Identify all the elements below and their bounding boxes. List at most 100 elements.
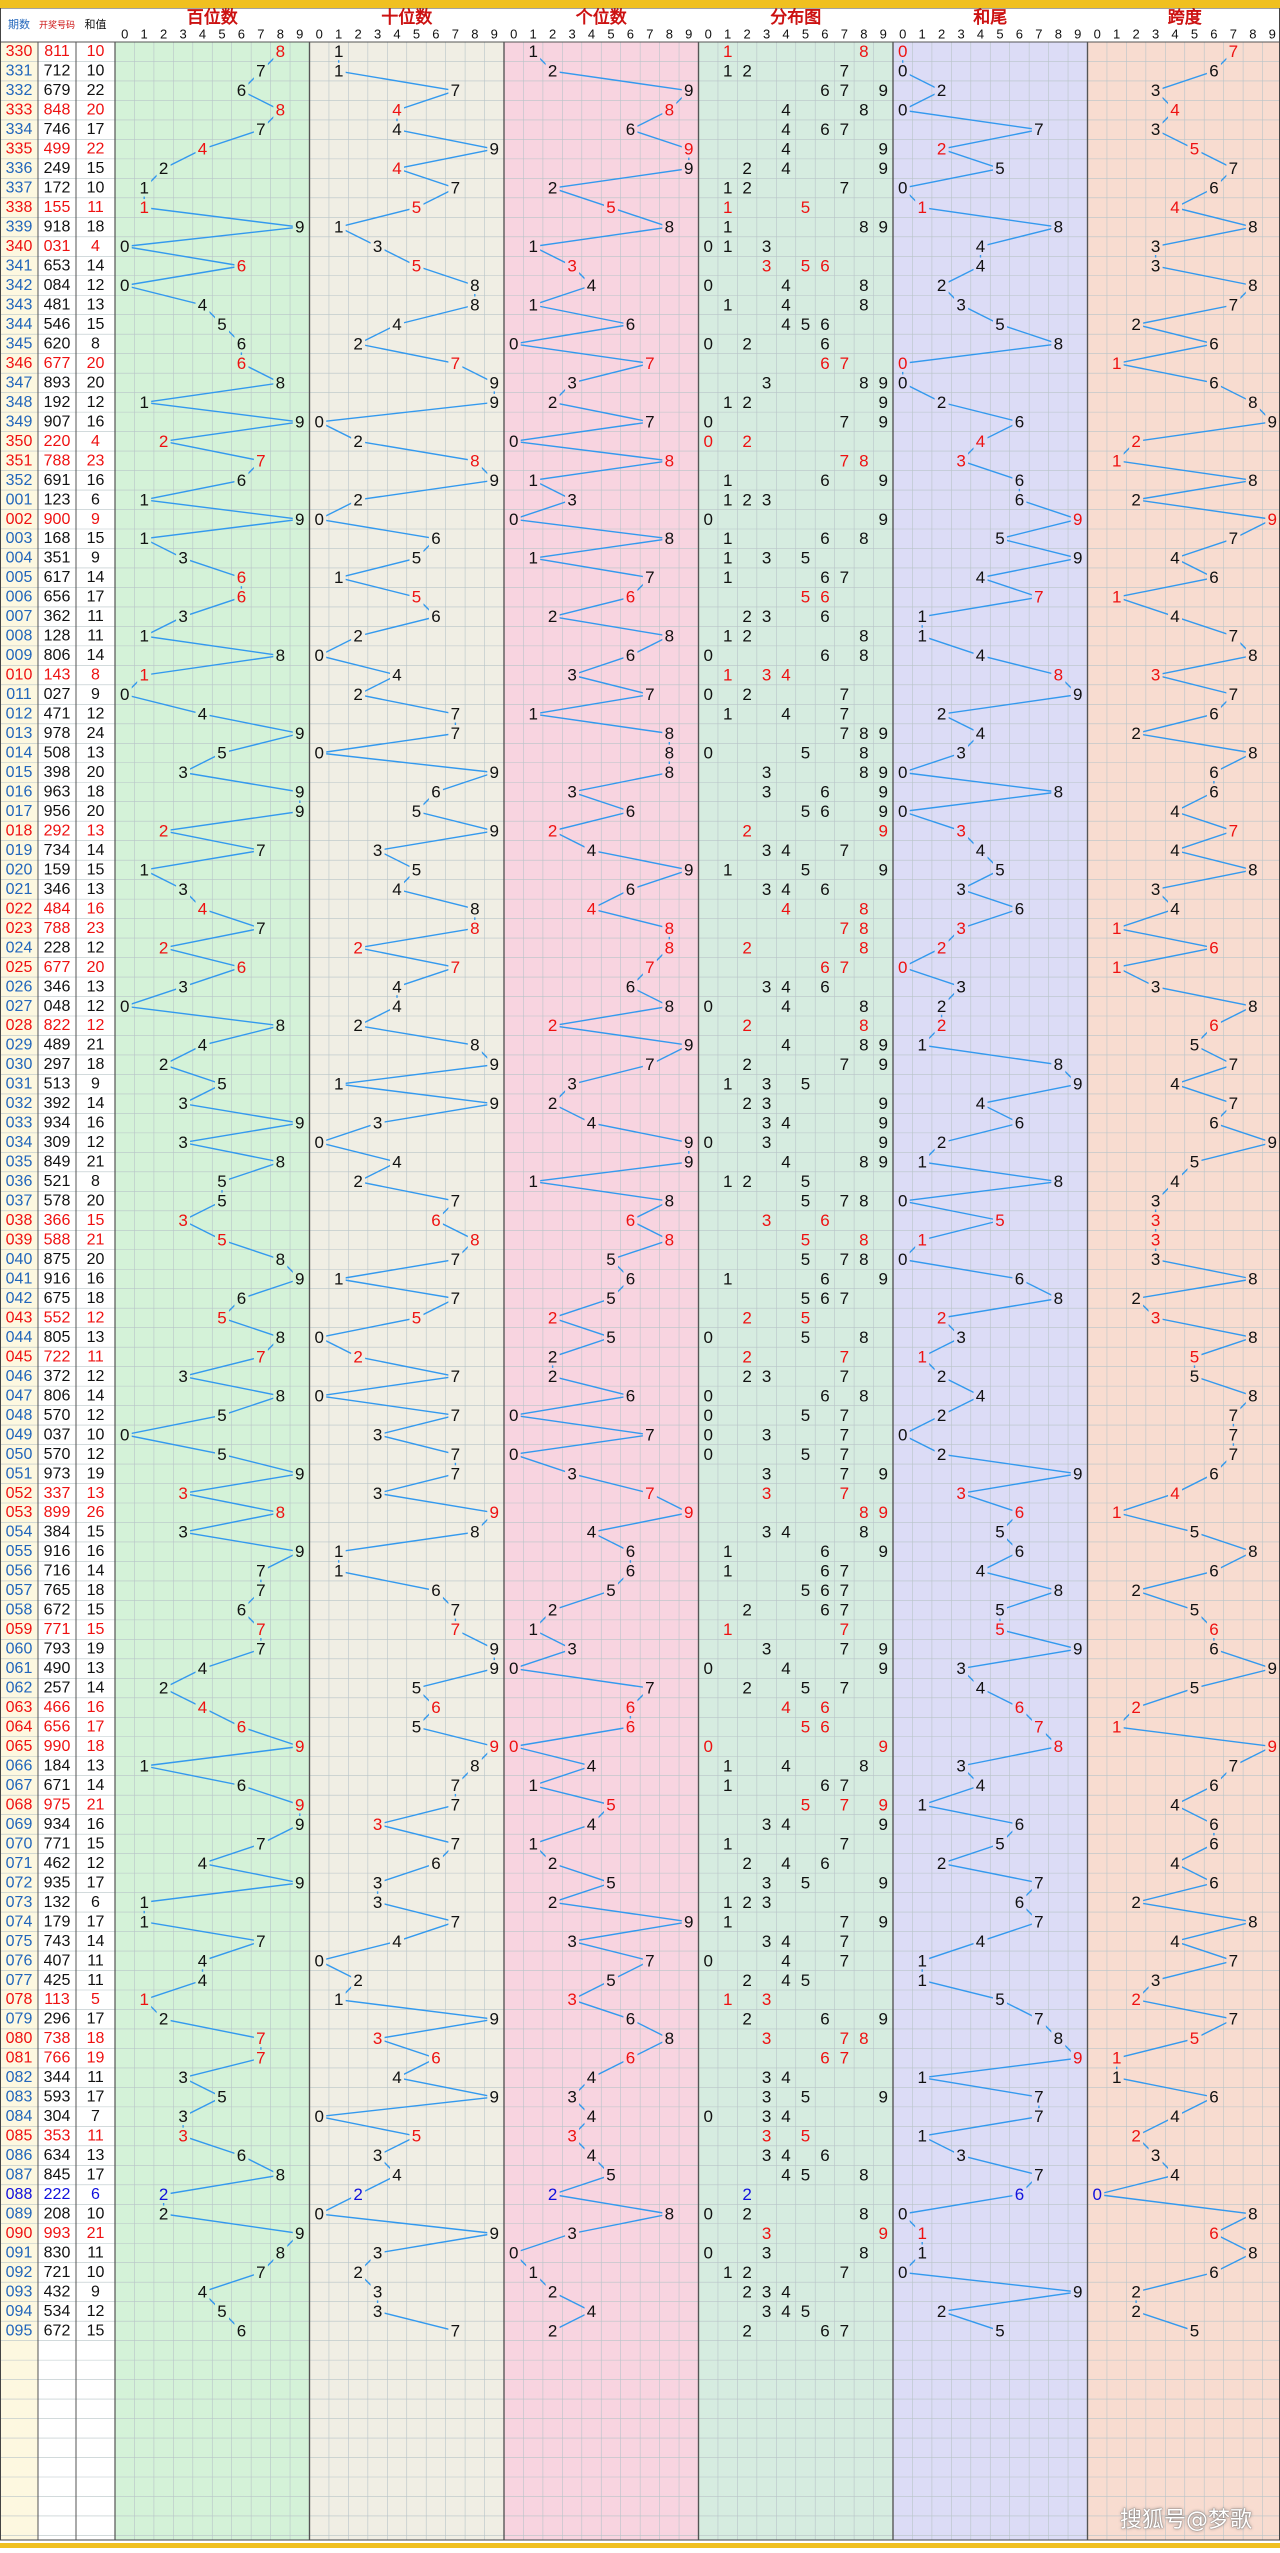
distribution-digit: 0	[703, 1951, 712, 1970]
distribution-digit: 3	[762, 490, 771, 509]
distribution-digit: 9	[879, 763, 888, 782]
digit-header: 1	[335, 27, 342, 42]
hundreds-point: 4	[198, 1698, 207, 1717]
tens-point: 3	[373, 1114, 382, 1133]
sum-tail-point: 1	[917, 1347, 926, 1366]
distribution-digit: 7	[840, 1289, 849, 1308]
distribution-digit: 6	[820, 334, 829, 353]
distribution-digit: 2	[742, 1094, 751, 1113]
distribution-digit: 1	[723, 179, 732, 198]
distribution-digit: 5	[801, 257, 810, 276]
sum-tail-point: 8	[1054, 782, 1063, 801]
digit-header: 4	[199, 27, 206, 42]
distribution-digit: 3	[762, 1640, 771, 1659]
period-label: 011	[6, 686, 32, 703]
sum-tail-point: 4	[976, 1932, 985, 1951]
draw-number: 848	[44, 102, 71, 119]
hundreds-point: 1	[139, 179, 148, 198]
distribution-digit: 9	[879, 2088, 888, 2107]
hundreds-point: 6	[237, 1776, 246, 1795]
span-point: 4	[1170, 607, 1179, 626]
draw-number: 746	[44, 121, 71, 138]
digit-header: 1	[724, 27, 731, 42]
distribution-digit: 1	[723, 1075, 732, 1094]
distribution-digit: 0	[703, 2107, 712, 2126]
sum-tail-point: 4	[976, 1094, 985, 1113]
sum-tail-point: 0	[898, 763, 907, 782]
units-point: 3	[567, 373, 576, 392]
period-label: 017	[6, 803, 33, 820]
period-label: 052	[6, 1485, 33, 1502]
draw-number: 155	[44, 199, 71, 216]
distribution-digit: 2	[742, 627, 751, 646]
hundreds-point: 9	[295, 412, 304, 431]
distribution-digit: 3	[762, 1932, 771, 1951]
units-point: 3	[567, 782, 576, 801]
distribution-digit: 7	[840, 724, 849, 743]
hundreds-point: 6	[237, 588, 246, 607]
distribution-digit: 4	[781, 295, 790, 314]
tens-point: 0	[314, 510, 323, 529]
distribution-digit: 4	[781, 101, 790, 120]
distribution-digit: 4	[781, 2166, 790, 2185]
period-label: 068	[6, 1796, 33, 1813]
draw-number: 771	[44, 1835, 71, 1852]
sum-value: 6	[91, 491, 100, 508]
hundreds-point: 5	[217, 1192, 226, 1211]
tens-point: 7	[451, 1406, 460, 1425]
distribution-digit: 0	[703, 1133, 712, 1152]
digit-header: 6	[821, 27, 828, 42]
distribution-digit: 8	[859, 919, 868, 938]
period-label: 344	[6, 316, 33, 333]
distribution-digit: 6	[820, 977, 829, 996]
span-point: 8	[1248, 1542, 1257, 1561]
distribution-digit: 9	[879, 1153, 888, 1172]
distribution-digit: 9	[879, 140, 888, 159]
distribution-digit: 1	[723, 549, 732, 568]
sum-value: 12	[87, 1368, 105, 1385]
tens-point: 1	[334, 42, 343, 61]
hundreds-point: 1	[139, 198, 148, 217]
units-point: 3	[567, 490, 576, 509]
distribution-digit: 3	[762, 841, 771, 860]
distribution-digit: 1	[723, 1893, 732, 1912]
distribution-digit: 4	[781, 2146, 790, 2165]
span-point: 4	[1170, 802, 1179, 821]
span-point: 3	[1151, 1308, 1160, 1327]
distribution-digit: 8	[859, 1523, 868, 1542]
distribution-digit: 3	[762, 1075, 771, 1094]
span-point: 3	[1151, 81, 1160, 100]
hundreds-point: 1	[139, 1912, 148, 1931]
sum-tail-point: 6	[1015, 1503, 1024, 1522]
period-label: 352	[6, 472, 33, 489]
digit-header: 7	[257, 27, 264, 42]
sum-tail-point: 4	[976, 1386, 985, 1405]
hundreds-point: 3	[178, 1484, 187, 1503]
units-point: 8	[665, 919, 674, 938]
units-point: 7	[645, 354, 654, 373]
period-label: 008	[6, 628, 33, 645]
hundreds-point: 2	[159, 1055, 168, 1074]
distribution-digit: 8	[859, 1386, 868, 1405]
sum-value: 15	[87, 1212, 105, 1229]
units-point: 5	[606, 1971, 615, 1990]
draw-number: 296	[44, 2011, 71, 2028]
span-point: 4	[1170, 1484, 1179, 1503]
period-label: 054	[6, 1524, 33, 1541]
distribution-digit: 5	[801, 549, 810, 568]
distribution-digit: 4	[781, 1659, 790, 1678]
hundreds-point: 1	[139, 393, 148, 412]
tens-point: 1	[334, 1075, 343, 1094]
distribution-digit: 7	[840, 705, 849, 724]
sum-value: 23	[87, 452, 105, 469]
period-label: 033	[6, 1115, 33, 1132]
draw-number: 918	[44, 219, 71, 236]
distribution-digit: 3	[762, 1990, 771, 2009]
distribution-digit: 8	[859, 101, 868, 120]
distribution-digit: 1	[723, 1912, 732, 1931]
span-point: 2	[1131, 1698, 1140, 1717]
tens-point: 6	[431, 2049, 440, 2068]
draw-number: 546	[44, 316, 71, 333]
period-label: 051	[6, 1465, 33, 1482]
span-point: 7	[1229, 42, 1238, 61]
